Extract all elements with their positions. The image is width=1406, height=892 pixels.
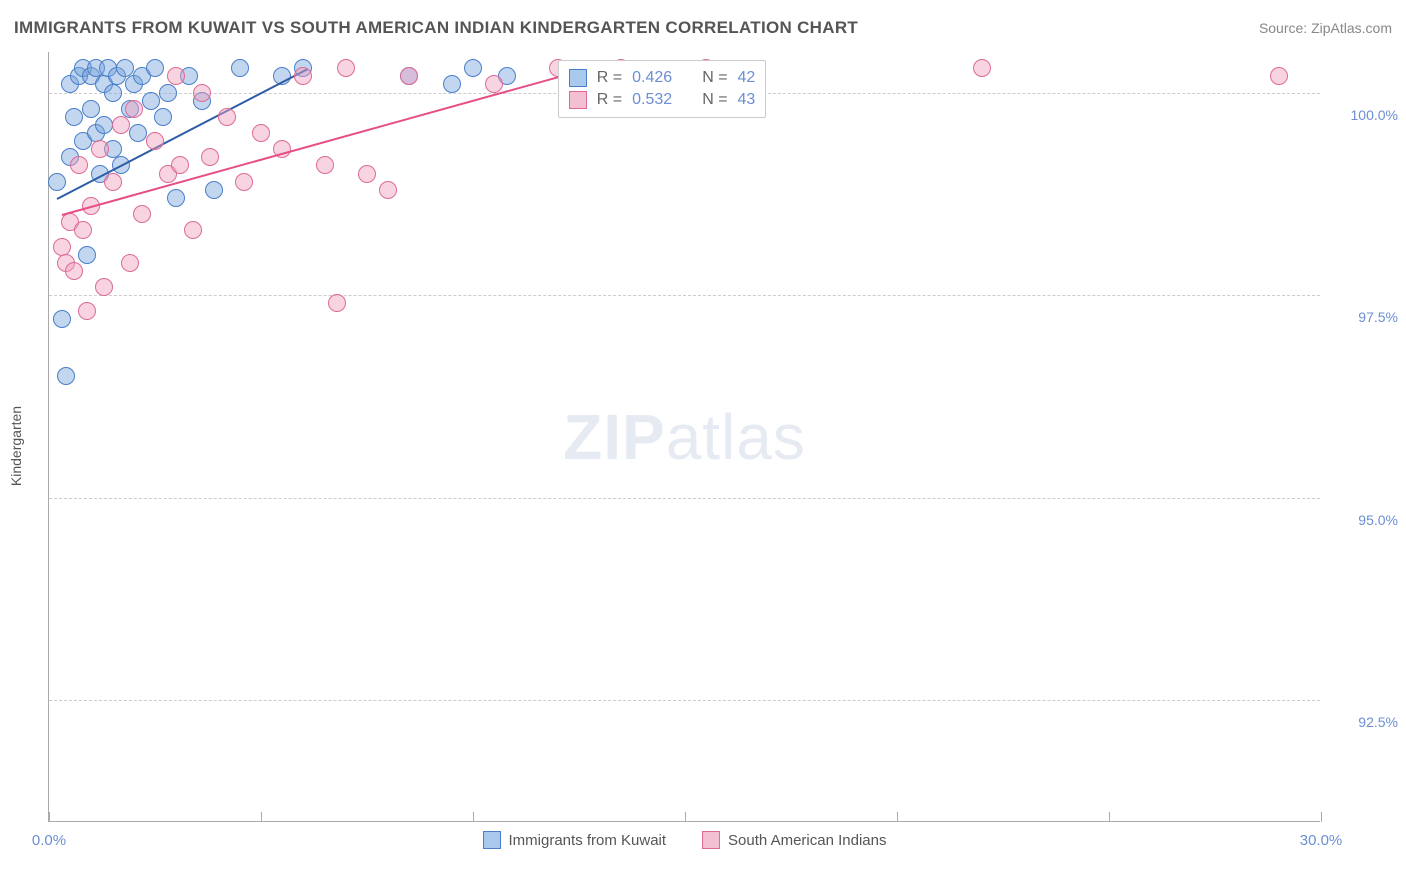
- r-label: R =: [597, 69, 622, 87]
- scatter-point-sai: [91, 140, 109, 158]
- n-value: 42: [738, 69, 756, 87]
- scatter-point-kuwait: [104, 84, 122, 102]
- watermark: ZIPatlas: [563, 400, 806, 474]
- scatter-point-sai: [316, 156, 334, 174]
- scatter-point-kuwait: [231, 59, 249, 77]
- scatter-point-sai: [112, 116, 130, 134]
- x-tick: [897, 812, 898, 822]
- r-value: 0.532: [632, 91, 672, 109]
- scatter-point-sai: [146, 132, 164, 150]
- stats-row-kuwait: R = 0.426 N = 42: [569, 67, 756, 89]
- scatter-point-kuwait: [154, 108, 172, 126]
- x-tick: [49, 812, 50, 822]
- scatter-point-sai: [78, 302, 96, 320]
- r-value: 0.426: [632, 69, 672, 87]
- legend-swatch: [702, 831, 720, 849]
- scatter-point-sai: [167, 67, 185, 85]
- legend-label: Immigrants from Kuwait: [509, 832, 667, 849]
- scatter-point-kuwait: [205, 181, 223, 199]
- y-tick-label: 100.0%: [1351, 107, 1398, 123]
- trend-line-sai: [61, 76, 558, 216]
- scatter-point-sai: [171, 156, 189, 174]
- legend-swatch: [569, 69, 587, 87]
- x-tick: [261, 812, 262, 822]
- chart-title: IMMIGRANTS FROM KUWAIT VS SOUTH AMERICAN…: [14, 18, 858, 38]
- x-tick-label: 30.0%: [1300, 832, 1343, 849]
- scatter-point-sai: [358, 165, 376, 183]
- scatter-point-sai: [70, 156, 88, 174]
- legend-item: South American Indians: [702, 831, 886, 849]
- stats-row-sai: R = 0.532 N = 43: [569, 89, 756, 111]
- scatter-point-kuwait: [159, 84, 177, 102]
- title-bar: IMMIGRANTS FROM KUWAIT VS SOUTH AMERICAN…: [14, 18, 1392, 38]
- scatter-point-sai: [485, 75, 503, 93]
- scatter-point-sai: [53, 238, 71, 256]
- scatter-point-sai: [294, 67, 312, 85]
- n-label: N =: [702, 69, 727, 87]
- scatter-point-kuwait: [443, 75, 461, 93]
- scatter-point-kuwait: [129, 124, 147, 142]
- scatter-point-sai: [74, 221, 92, 239]
- n-label: N =: [702, 91, 727, 109]
- scatter-point-sai: [400, 67, 418, 85]
- scatter-point-kuwait: [78, 246, 96, 264]
- scatter-point-sai: [973, 59, 991, 77]
- legend-label: South American Indians: [728, 832, 886, 849]
- scatter-point-sai: [201, 148, 219, 166]
- n-value: 43: [738, 91, 756, 109]
- legend-item: Immigrants from Kuwait: [483, 831, 667, 849]
- y-tick-label: 97.5%: [1358, 309, 1398, 325]
- legend-swatch: [569, 91, 587, 109]
- scatter-point-kuwait: [146, 59, 164, 77]
- scatter-point-sai: [379, 181, 397, 199]
- scatter-point-kuwait: [142, 92, 160, 110]
- scatter-point-sai: [193, 84, 211, 102]
- scatter-point-sai: [328, 294, 346, 312]
- scatter-point-kuwait: [65, 108, 83, 126]
- gridline: [49, 700, 1320, 701]
- scatter-point-sai: [235, 173, 253, 191]
- legend-swatch: [483, 831, 501, 849]
- scatter-point-sai: [218, 108, 236, 126]
- scatter-point-kuwait: [48, 173, 66, 191]
- y-axis-label: Kindergarten: [8, 406, 24, 486]
- scatter-point-sai: [184, 221, 202, 239]
- y-tick-label: 95.0%: [1358, 512, 1398, 528]
- scatter-point-kuwait: [95, 116, 113, 134]
- x-tick: [1109, 812, 1110, 822]
- scatter-point-sai: [337, 59, 355, 77]
- stats-box: R = 0.426 N = 42 R = 0.532 N = 43: [558, 60, 767, 118]
- x-tick-label: 0.0%: [32, 832, 66, 849]
- gridline: [49, 498, 1320, 499]
- scatter-point-sai: [104, 173, 122, 191]
- source-label: Source: ZipAtlas.com: [1259, 20, 1392, 36]
- gridline: [49, 295, 1320, 296]
- scatter-point-kuwait: [464, 59, 482, 77]
- scatter-point-sai: [125, 100, 143, 118]
- scatter-point-sai: [133, 205, 151, 223]
- x-tick: [473, 812, 474, 822]
- scatter-point-sai: [121, 254, 139, 272]
- r-label: R =: [597, 91, 622, 109]
- scatter-point-kuwait: [82, 100, 100, 118]
- x-tick: [685, 812, 686, 822]
- scatter-point-sai: [1270, 67, 1288, 85]
- scatter-point-kuwait: [53, 310, 71, 328]
- scatter-point-sai: [65, 262, 83, 280]
- scatter-point-kuwait: [167, 189, 185, 207]
- scatter-point-kuwait: [57, 367, 75, 385]
- scatter-point-sai: [252, 124, 270, 142]
- bottom-legend: Immigrants from Kuwait South American Ind…: [483, 831, 887, 849]
- plot-region: ZIPatlas 92.5%95.0%97.5%100.0%0.0%30.0%R…: [48, 52, 1320, 822]
- scatter-point-sai: [95, 278, 113, 296]
- x-tick: [1321, 812, 1322, 822]
- y-tick-label: 92.5%: [1358, 714, 1398, 730]
